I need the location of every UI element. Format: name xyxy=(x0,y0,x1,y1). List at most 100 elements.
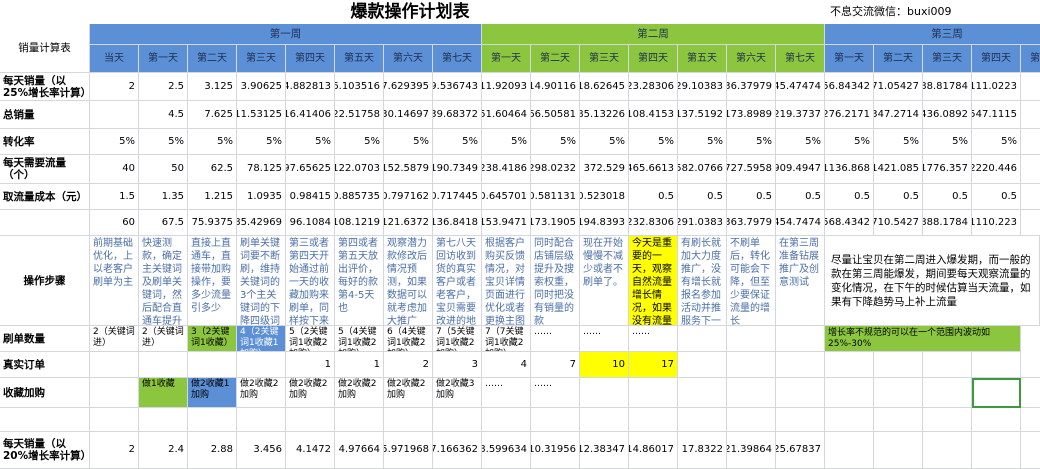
data-cell: 727.5958 xyxy=(727,155,776,184)
data-cell: 5% xyxy=(482,129,531,155)
data-cell: 85.13226 xyxy=(580,101,629,129)
data-cell: 11.92093 xyxy=(482,73,531,101)
data-cell xyxy=(874,408,923,432)
data-cell: 152.5879 xyxy=(384,155,433,184)
data-cell xyxy=(727,326,776,352)
data-cell: 121.6372 xyxy=(384,210,433,236)
data-cell xyxy=(139,408,188,432)
data-cell: 6（4关键词1收藏2加购） xyxy=(384,326,433,352)
row-label: 取流量成本（元） xyxy=(0,184,90,210)
data-cell: 39.68372 xyxy=(433,101,482,129)
data-cell: 5% xyxy=(237,129,286,155)
day-header: 第一天 xyxy=(482,45,531,73)
data-cell: 0.5 xyxy=(727,184,776,210)
data-cell: 96.1084 xyxy=(286,210,335,236)
data-cell: 238.4186 xyxy=(482,155,531,184)
data-cell: 2（关键词进） xyxy=(139,326,188,352)
selected-cell[interactable] xyxy=(972,378,1021,408)
data-cell xyxy=(1021,129,1040,155)
data-cell: 50 xyxy=(139,155,188,184)
week-header: 第二周 xyxy=(482,24,825,45)
data-cell xyxy=(678,378,727,408)
data-cell: 0.581131 xyxy=(531,184,580,210)
row-label: 每天销量（以25%增长率计算） xyxy=(0,73,90,101)
data-cell: 0.5 xyxy=(825,184,874,210)
data-cell xyxy=(923,408,972,432)
step-cell: 快速测款，确定主关键词及刷单关键词，然后配合直通车提升 xyxy=(139,236,188,326)
data-cell: 2.4 xyxy=(139,432,188,469)
data-cell: 582.0766 xyxy=(678,155,727,184)
data-cell xyxy=(678,408,727,432)
data-cell: 7（5关键词1收藏2加购） xyxy=(433,326,482,352)
row-label: 总销量 xyxy=(0,101,90,129)
data-cell: 0.645701 xyxy=(482,184,531,210)
data-cell xyxy=(678,326,727,352)
data-cell: 5% xyxy=(923,129,972,155)
data-cell: 0.717445 xyxy=(433,184,482,210)
data-cell: 122.0703 xyxy=(335,155,384,184)
data-cell: 78.125 xyxy=(237,155,286,184)
data-cell: 1.35 xyxy=(139,184,188,210)
data-cell: 75.9375 xyxy=(188,210,237,236)
data-cell: 22.51758 xyxy=(335,101,384,129)
data-cell: 0.5 xyxy=(776,184,825,210)
data-cell xyxy=(1021,352,1040,378)
data-cell: 291.0383 xyxy=(678,210,727,236)
data-cell: 60 xyxy=(90,210,139,236)
data-cell: 347.2714 xyxy=(874,101,923,129)
day-header: 第四天 xyxy=(286,45,335,73)
data-cell xyxy=(727,352,776,378)
data-cell xyxy=(923,352,972,378)
data-cell: 1.0935 xyxy=(237,184,286,210)
data-cell xyxy=(139,352,188,378)
data-cell: 436.0892 xyxy=(923,101,972,129)
step-cell: 今天是重要的一天，观察自然流量增长情况，如果没有流量增长 xyxy=(629,236,678,326)
data-cell xyxy=(90,408,139,432)
data-cell: 137.5192 xyxy=(678,101,727,129)
step-cell: 前期基础优化，上以老客户刷单为主 xyxy=(90,236,139,326)
data-cell: 108.1219 xyxy=(335,210,384,236)
data-cell xyxy=(972,408,1021,432)
data-cell: 5% xyxy=(286,129,335,155)
step-cell: 有刷长就加大力度推广，没有增长就报名参加活动并推服务下一批刷单 xyxy=(678,236,727,326)
data-cell: 0.5 xyxy=(874,184,923,210)
data-cell: 153.9471 xyxy=(482,210,531,236)
data-cell: 4.5 xyxy=(139,101,188,129)
data-cell: 111.0223 xyxy=(972,73,1021,101)
data-cell xyxy=(629,408,678,432)
data-cell: 1136.868 xyxy=(825,155,874,184)
data-cell xyxy=(825,352,874,378)
data-cell xyxy=(188,352,237,378)
data-cell: 8.599634 xyxy=(482,432,531,469)
day-header: 第七天 xyxy=(776,45,825,73)
data-cell: 85.42969 xyxy=(237,210,286,236)
data-cell xyxy=(531,408,580,432)
week-header: 第一周 xyxy=(90,24,482,45)
step-note: 尽量让宝贝在第二周进入爆发期，而一般的款在第三周能爆发，期间要每天观察流量的变化… xyxy=(825,236,1040,326)
day-header: 第四天 xyxy=(972,45,1021,73)
data-cell: 5% xyxy=(384,129,433,155)
data-cell: 5% xyxy=(727,129,776,155)
week-header: 第三周 xyxy=(825,24,1040,45)
step-cell: 在第三周准备钻展推广及创意测试 xyxy=(776,236,825,326)
data-cell: 做2收藏2加购 xyxy=(384,378,433,408)
data-cell: 5（2关键词1收藏2加购） xyxy=(286,326,335,352)
data-cell: 0.885735 xyxy=(335,184,384,210)
data-cell: 138 xyxy=(1021,73,1040,101)
data-cell: 276.2171 xyxy=(825,101,874,129)
data-cell xyxy=(335,408,384,432)
data-cell: 685 xyxy=(1021,101,1040,129)
data-cell xyxy=(237,408,286,432)
data-cell: 219.3737 xyxy=(776,101,825,129)
data-cell: 4.882813 xyxy=(286,73,335,101)
data-cell: 4（2关键词1收藏1加购） xyxy=(237,326,286,352)
step-cell: 第四或者第五天放出评价，每好的款第4-5天也 xyxy=(335,236,384,326)
row-label: 转化率 xyxy=(0,129,90,155)
data-cell: 363.7979 xyxy=(727,210,776,236)
data-cell: 10.31956 xyxy=(531,432,580,469)
data-cell: 5% xyxy=(580,129,629,155)
data-cell: 21.39864 xyxy=(727,432,776,469)
row-label: 每天销量（以20%增长率计算） xyxy=(0,432,90,469)
data-cell: 2 xyxy=(90,73,139,101)
